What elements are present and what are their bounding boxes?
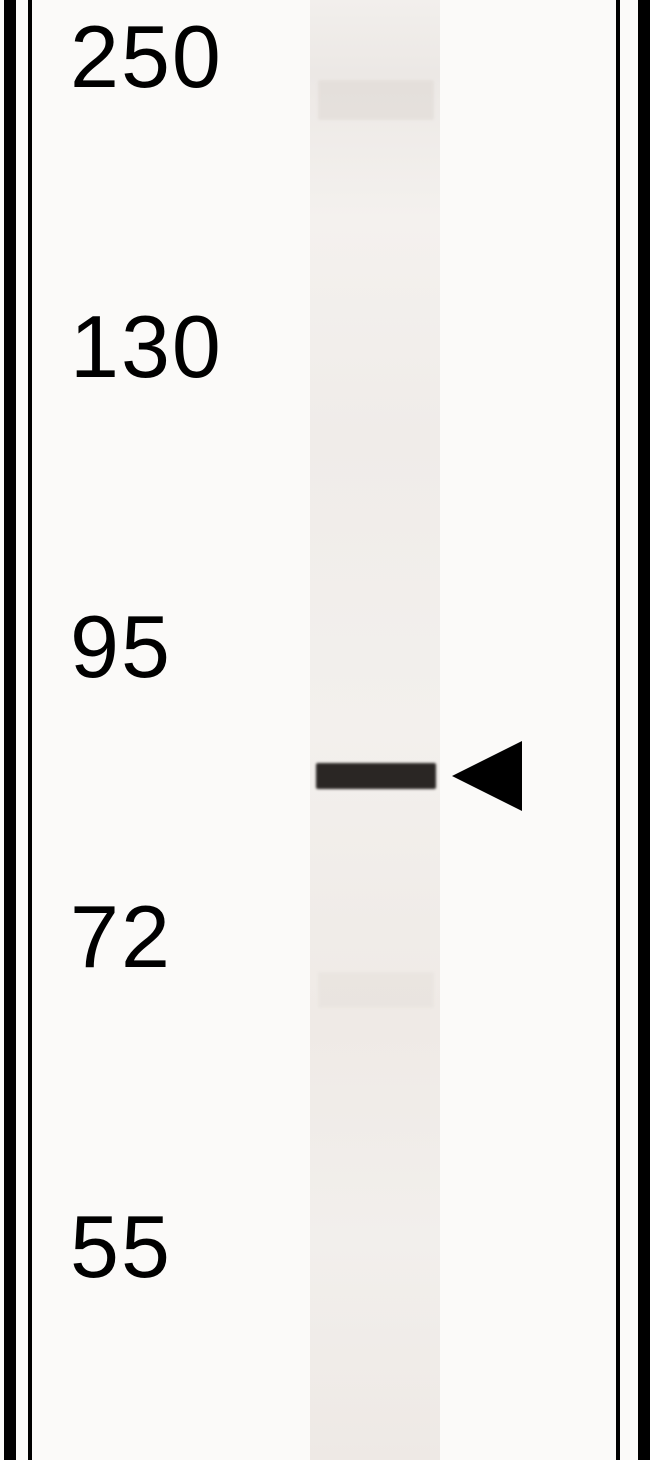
band-target bbox=[316, 763, 436, 789]
band-faint-upper bbox=[318, 80, 434, 120]
band-faint-lower bbox=[318, 972, 434, 1008]
western-blot: 250 130 95 72 55 bbox=[0, 0, 650, 1460]
target-band-arrow-icon bbox=[452, 741, 522, 811]
mw-label-55: 55 bbox=[70, 1196, 172, 1298]
mw-label-250: 250 bbox=[70, 6, 223, 108]
frame-left-inner bbox=[28, 0, 32, 1460]
frame-right-outer bbox=[638, 0, 650, 1460]
frame-right-inner bbox=[616, 0, 620, 1460]
frame-left-outer bbox=[4, 0, 16, 1460]
blot-lane bbox=[310, 0, 440, 1460]
mw-label-72: 72 bbox=[70, 886, 172, 988]
mw-label-130: 130 bbox=[70, 296, 223, 398]
mw-label-95: 95 bbox=[70, 596, 172, 698]
